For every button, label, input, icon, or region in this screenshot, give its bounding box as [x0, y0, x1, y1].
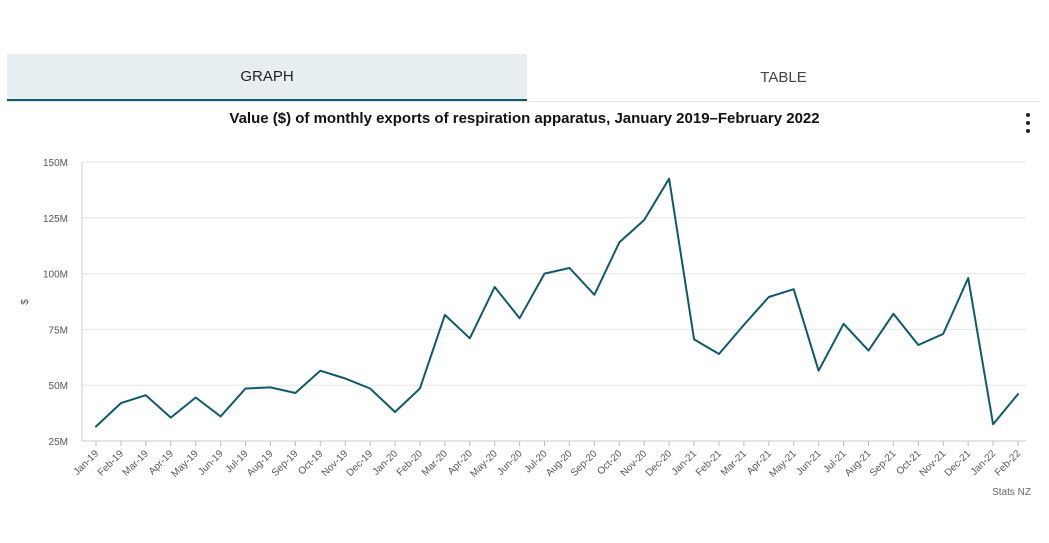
tab-table[interactable]: TABLE: [760, 69, 807, 86]
data-point[interactable]: [390, 407, 400, 417]
x-tick-label: Dec-19: [345, 448, 376, 479]
data-point[interactable]: [440, 310, 450, 320]
data-point[interactable]: [465, 333, 475, 343]
y-tick-label: 150M: [43, 158, 68, 169]
data-point[interactable]: [689, 334, 699, 344]
x-axis: Jan-19Feb-19Mar-19Apr-19May-19Jun-19Jul-…: [72, 441, 1023, 480]
y-tick-label: 75M: [49, 325, 68, 336]
x-tick-label: Jun-20: [495, 448, 525, 478]
data-point[interactable]: [340, 374, 350, 384]
data-point[interactable]: [216, 411, 226, 421]
chart-title: Value ($) of monthly exports of respirat…: [229, 110, 820, 127]
x-tick-label: Jan-22: [969, 448, 999, 478]
x-tick-label: Nov-21: [918, 448, 949, 479]
x-tick-label: Jan-21: [670, 448, 700, 478]
data-point[interactable]: [540, 269, 550, 279]
x-tick-label: May-20: [468, 448, 500, 480]
x-tick-label: Nov-20: [619, 448, 650, 479]
data-point[interactable]: [739, 320, 749, 330]
data-point[interactable]: [315, 366, 325, 376]
y-tick-label: 125M: [43, 214, 68, 225]
data-point[interactable]: [589, 290, 599, 300]
x-tick-label: Mar-19: [121, 448, 151, 478]
x-tick-label: Aug-20: [544, 448, 575, 479]
y-tick-label: 50M: [49, 381, 68, 392]
data-point[interactable]: [365, 384, 375, 394]
x-tick-label: Dec-21: [943, 448, 974, 479]
series-line: [95, 177, 1019, 428]
y-tick-label: 100M: [43, 270, 68, 281]
data-point[interactable]: [913, 340, 923, 350]
x-tick-label: May-21: [767, 448, 799, 480]
x-tick-label: Feb-20: [395, 448, 425, 478]
data-point[interactable]: [614, 237, 624, 247]
data-point[interactable]: [839, 319, 849, 329]
data-point[interactable]: [863, 346, 873, 356]
y-axis-label: $: [20, 299, 31, 305]
series-layer: [91, 174, 1023, 431]
data-point[interactable]: [963, 273, 973, 283]
data-point[interactable]: [888, 309, 898, 319]
x-tick-label: Jan-20: [371, 448, 401, 478]
x-tick-label: Sep-19: [270, 448, 301, 479]
data-point[interactable]: [241, 384, 251, 394]
data-point[interactable]: [515, 313, 525, 323]
data-point[interactable]: [639, 215, 649, 225]
data-point[interactable]: [789, 284, 799, 294]
x-tick-label: Feb-21: [694, 448, 724, 478]
data-point[interactable]: [714, 349, 724, 359]
data-point[interactable]: [564, 263, 574, 273]
data-point[interactable]: [116, 398, 126, 408]
y-tick-label: 25M: [49, 437, 68, 448]
x-tick-label: Mar-20: [420, 448, 450, 478]
y-axis: 25M 50M 75M 100M 125M 150M: [43, 158, 83, 448]
x-tick-label: Mar-21: [719, 448, 749, 478]
data-point[interactable]: [988, 419, 998, 429]
data-point[interactable]: [490, 282, 500, 292]
data-point[interactable]: [938, 329, 948, 339]
x-tick-label: Feb-22: [993, 448, 1023, 478]
x-tick-label: Nov-19: [320, 448, 351, 479]
chart-credit: Stats NZ: [992, 487, 1031, 498]
x-tick-label: May-19: [169, 448, 201, 480]
data-point[interactable]: [141, 390, 151, 400]
data-point[interactable]: [265, 382, 275, 392]
data-point[interactable]: [290, 388, 300, 398]
data-point[interactable]: [764, 292, 774, 302]
data-point[interactable]: [91, 421, 101, 431]
kebab-menu-icon[interactable]: [1020, 113, 1036, 133]
x-tick-label: Feb-19: [96, 448, 126, 478]
data-point[interactable]: [191, 392, 201, 402]
tab-graph[interactable]: GRAPH: [7, 54, 527, 101]
x-tick-label: Dec-20: [644, 448, 675, 479]
x-tick-label: Aug-21: [843, 448, 874, 479]
grid-lines: [82, 161, 1026, 442]
x-tick-label: Sep-21: [868, 448, 899, 479]
x-tick-label: Aug-19: [245, 448, 276, 479]
x-tick-label: Jun-19: [196, 448, 226, 478]
data-point[interactable]: [814, 366, 824, 376]
x-tick-label: Jun-21: [794, 448, 824, 478]
data-point[interactable]: [664, 174, 674, 184]
x-tick-label: Sep-20: [569, 448, 600, 479]
data-point[interactable]: [415, 384, 425, 394]
data-point[interactable]: [166, 413, 176, 423]
view-tabs: GRAPH TABLE: [7, 54, 1040, 102]
data-point[interactable]: [1013, 389, 1023, 399]
x-tick-label: Jan-19: [72, 448, 102, 478]
